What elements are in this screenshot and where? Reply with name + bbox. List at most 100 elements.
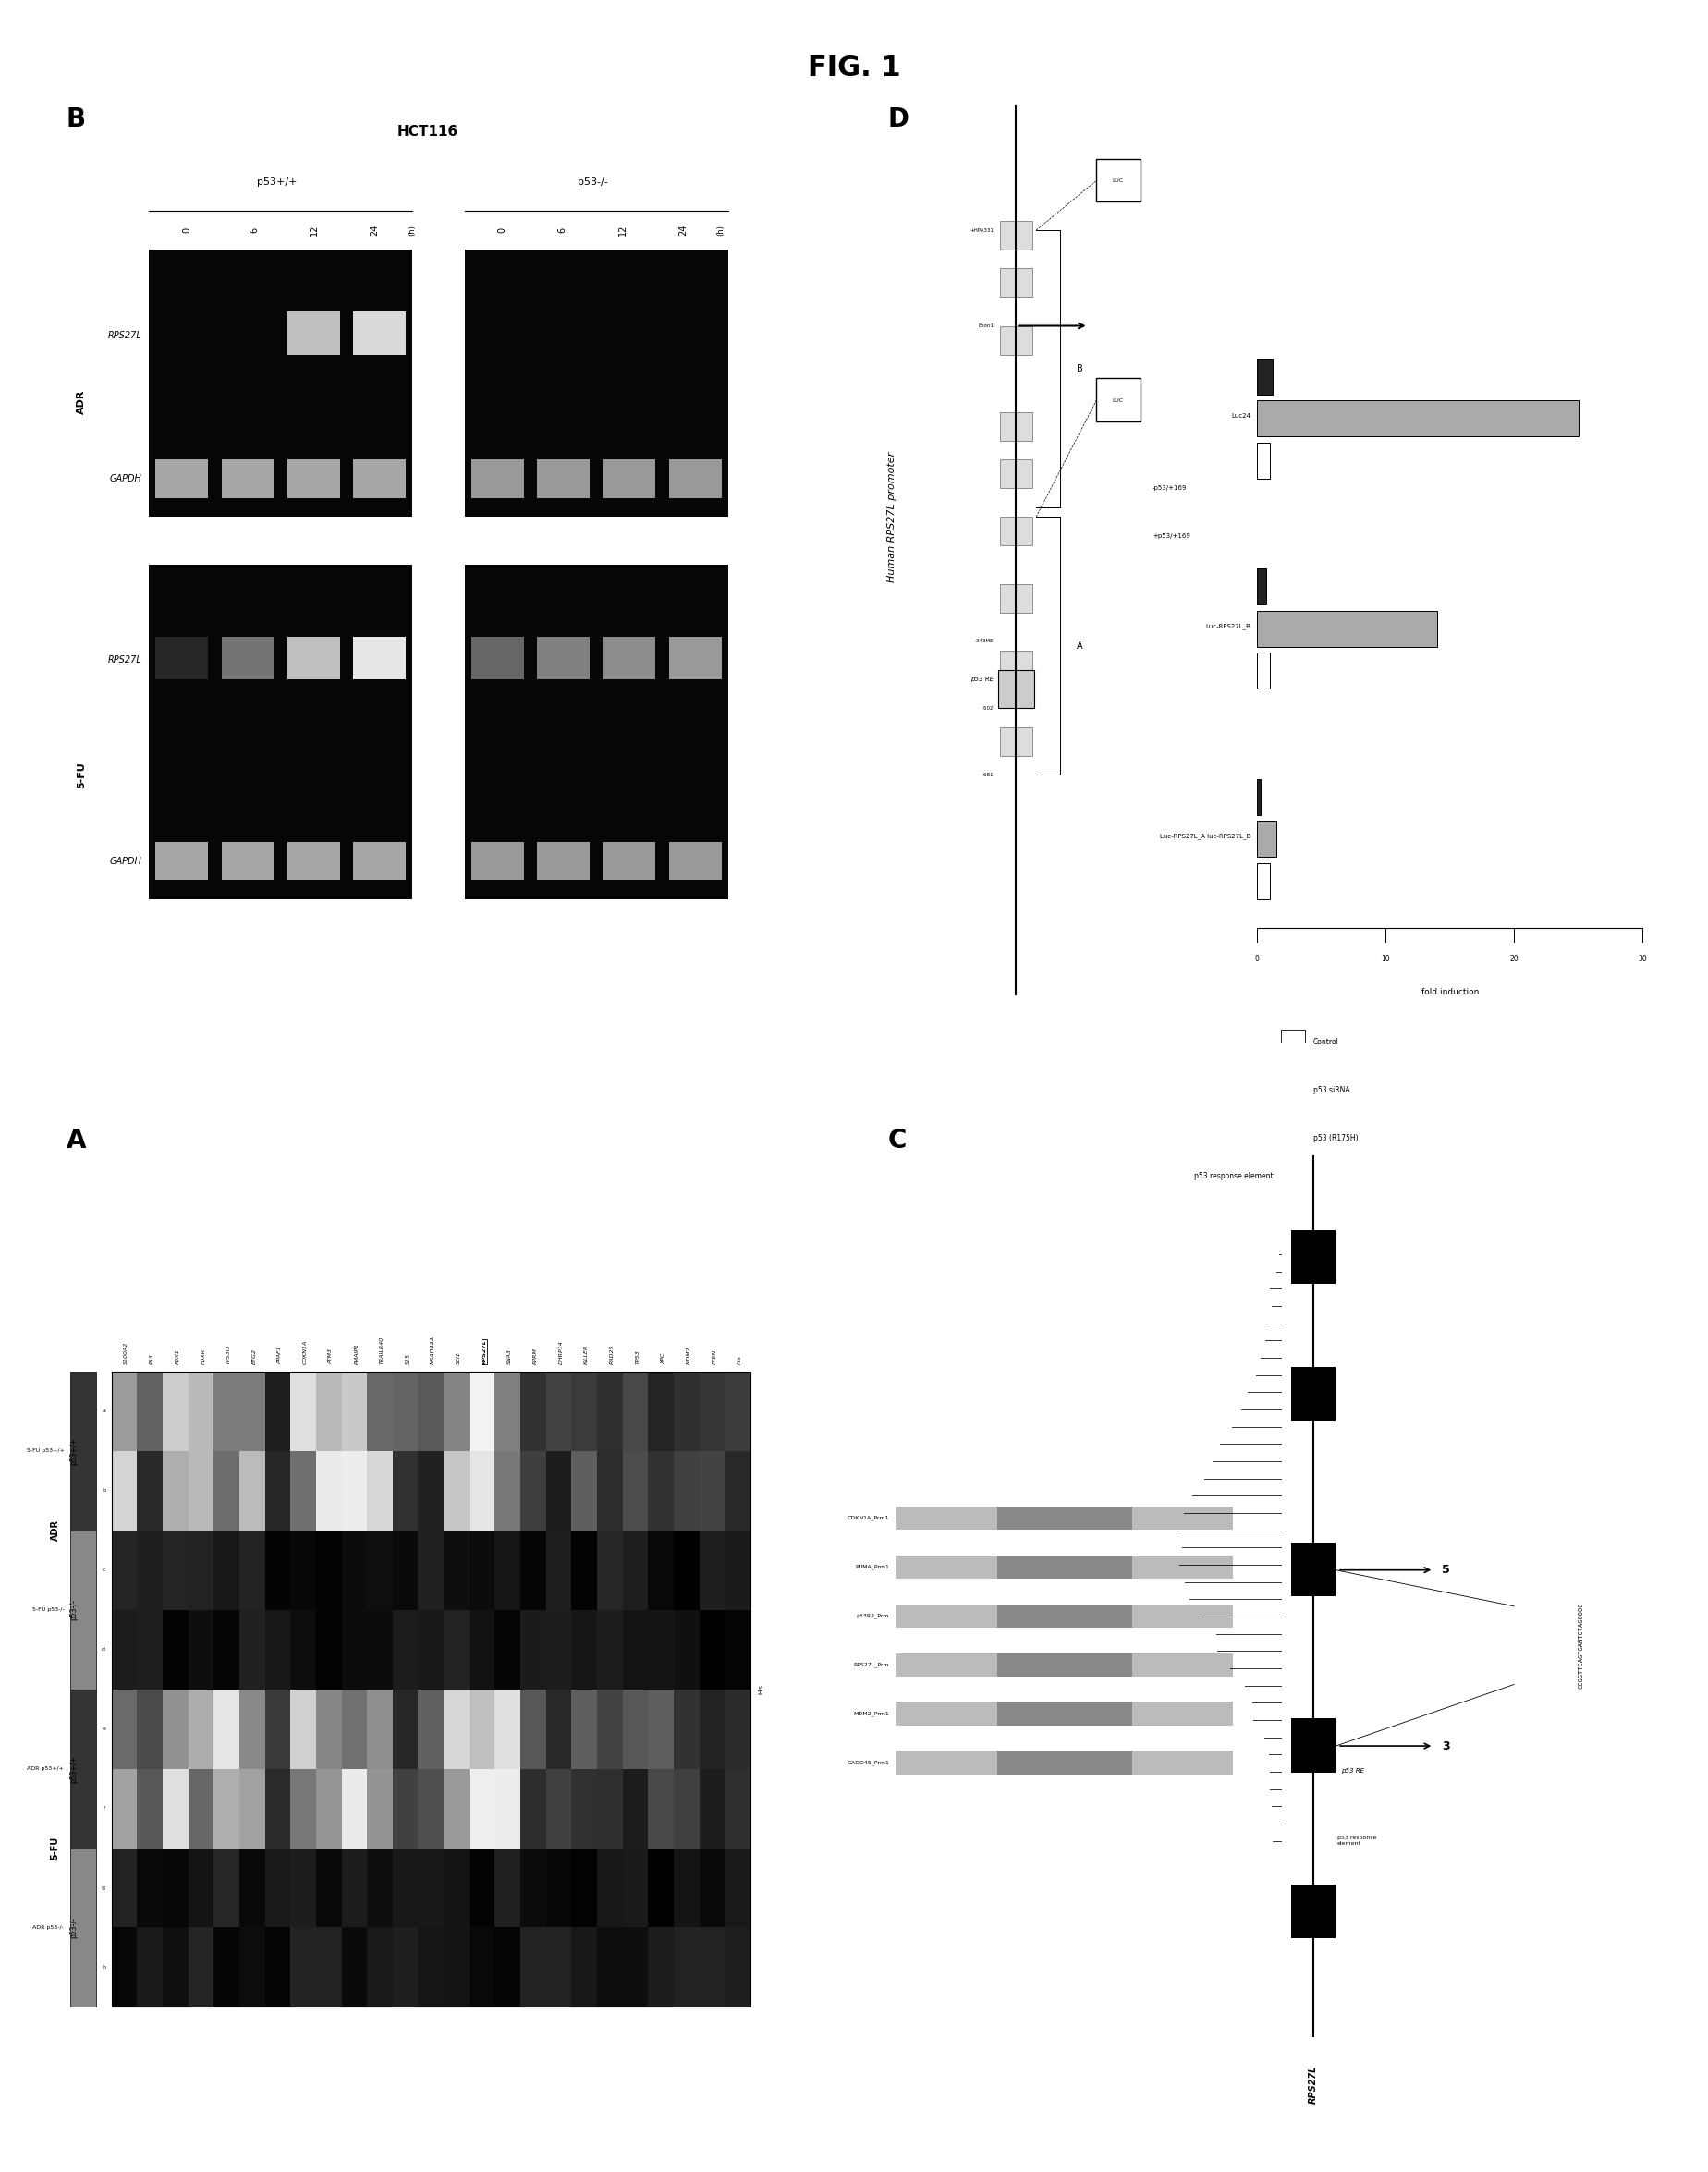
Bar: [354, 843, 405, 880]
Bar: [162, 1690, 188, 1768]
Bar: [155, 843, 208, 880]
Bar: [393, 1373, 418, 1451]
Bar: [996, 1653, 1131, 1677]
Bar: [162, 1373, 188, 1451]
Bar: [1290, 1229, 1336, 1284]
Text: p53-/-: p53-/-: [70, 1918, 79, 1937]
Bar: [603, 636, 656, 680]
Bar: [162, 1927, 188, 2007]
Bar: [265, 1531, 290, 1609]
Text: -p53/+169: -p53/+169: [1151, 487, 1187, 491]
Bar: [137, 1768, 162, 1848]
Text: 12: 12: [309, 224, 319, 237]
Bar: [111, 1848, 137, 1927]
Bar: [673, 1768, 699, 1848]
Bar: [342, 1768, 367, 1848]
Bar: [603, 460, 656, 497]
Bar: [444, 1690, 470, 1768]
Bar: [495, 1531, 521, 1609]
Bar: [162, 1451, 188, 1531]
Bar: [1290, 1885, 1336, 1937]
Bar: [239, 1768, 265, 1848]
Bar: [547, 1927, 570, 2007]
Bar: [265, 1609, 290, 1690]
Bar: [316, 1927, 342, 2007]
Bar: [239, 1531, 265, 1609]
Bar: [724, 1848, 750, 1927]
Bar: [465, 250, 728, 517]
Bar: [495, 1690, 521, 1768]
Bar: [470, 1373, 495, 1451]
Text: Luc24: Luc24: [1231, 413, 1250, 419]
Bar: [393, 1609, 418, 1690]
Bar: [521, 1451, 547, 1531]
Bar: [596, 1848, 622, 1927]
Bar: [1097, 159, 1139, 202]
Bar: [239, 1927, 265, 2007]
Bar: [1257, 862, 1269, 899]
Text: ADR: ADR: [50, 1520, 60, 1542]
Bar: [668, 460, 721, 497]
Bar: [895, 1507, 1233, 1529]
Bar: [999, 460, 1032, 489]
Bar: [622, 1531, 647, 1609]
Bar: [724, 1927, 750, 2007]
Bar: [316, 1609, 342, 1690]
Text: -681: -681: [982, 773, 992, 778]
Bar: [547, 1690, 570, 1768]
Text: 30: 30: [1638, 956, 1647, 962]
Bar: [470, 1609, 495, 1690]
Bar: [444, 1927, 470, 2007]
Bar: [647, 1690, 673, 1768]
Bar: [70, 1373, 96, 1531]
Text: a: a: [102, 1410, 106, 1414]
Text: GADD45_Prm1: GADD45_Prm1: [847, 1759, 888, 1766]
Text: e: e: [102, 1727, 106, 1731]
Text: 24: 24: [369, 224, 379, 237]
Text: 10: 10: [1380, 956, 1389, 962]
Text: Exon1: Exon1: [977, 324, 992, 328]
Text: KILLER: KILLER: [584, 1344, 589, 1364]
Text: His: His: [758, 1683, 763, 1694]
Bar: [724, 1531, 750, 1609]
Bar: [239, 1373, 265, 1451]
Text: A: A: [1076, 641, 1081, 652]
Bar: [647, 1531, 673, 1609]
Bar: [214, 1768, 239, 1848]
Bar: [393, 1690, 418, 1768]
Text: LUC: LUC: [1112, 178, 1124, 182]
Text: (h): (h): [408, 224, 417, 237]
Bar: [444, 1373, 470, 1451]
Bar: [287, 460, 340, 497]
Bar: [470, 1927, 495, 2007]
Bar: [393, 1451, 418, 1531]
Text: p53 siRNA: p53 siRNA: [1312, 1086, 1349, 1095]
Text: 3: 3: [1442, 1740, 1448, 1753]
Bar: [1257, 652, 1269, 689]
Text: ADR: ADR: [77, 391, 85, 415]
Text: p53+/+: p53+/+: [70, 1438, 79, 1464]
Bar: [222, 843, 273, 880]
Text: RPS27L: RPS27L: [1308, 2066, 1317, 2105]
Bar: [895, 1703, 1233, 1725]
Bar: [647, 1451, 673, 1531]
Bar: [70, 1531, 96, 1690]
Text: p53R2_Prm: p53R2_Prm: [856, 1614, 888, 1618]
Text: A: A: [67, 1127, 85, 1153]
Bar: [999, 652, 1032, 680]
Text: 0: 0: [1254, 956, 1259, 962]
Bar: [1281, 1030, 1305, 1060]
Bar: [342, 1848, 367, 1927]
Bar: [495, 1609, 521, 1690]
Bar: [1290, 1542, 1336, 1596]
Bar: [996, 1507, 1131, 1529]
Bar: [1290, 1366, 1336, 1420]
Bar: [290, 1927, 316, 2007]
Text: MDM2_Prm1: MDM2_Prm1: [852, 1712, 888, 1716]
Bar: [188, 1927, 214, 2007]
Bar: [287, 843, 340, 880]
Bar: [367, 1927, 393, 2007]
Bar: [444, 1609, 470, 1690]
Text: XPC: XPC: [661, 1353, 666, 1364]
Text: p53 response
element: p53 response element: [1337, 1835, 1377, 1846]
